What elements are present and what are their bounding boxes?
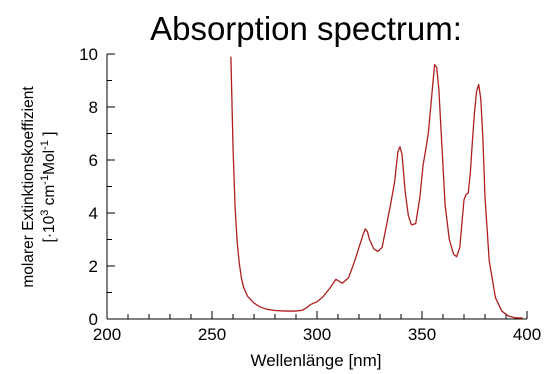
y-tick-label: 10 bbox=[79, 45, 98, 64]
x-tick-label: 350 bbox=[408, 325, 436, 344]
y-tick-group: 0 2 4 6 8 10 bbox=[79, 45, 115, 329]
x-tick-label: 250 bbox=[198, 325, 226, 344]
y-tick-label: 4 bbox=[89, 204, 98, 223]
x-axis-label: Wellenlänge [nm] bbox=[250, 351, 381, 370]
x-tick-label: 400 bbox=[513, 325, 541, 344]
absorbance-curve bbox=[230, 56, 523, 319]
plot-frame bbox=[106, 54, 527, 320]
y-tick-label: 0 bbox=[89, 310, 98, 329]
y-tick-label: 2 bbox=[89, 257, 98, 276]
chart-title: Absorption spectrum: bbox=[150, 10, 462, 47]
y-axis-label: molarer Extinktionskoeffizient [·103 cm-… bbox=[20, 86, 58, 288]
y-tick-label: 6 bbox=[89, 151, 98, 170]
y-axis-label-line2: [·103 cm-1Mol-1 ] bbox=[39, 132, 58, 243]
y-axis-label-line1: molarer Extinktionskoeffizient bbox=[20, 86, 37, 288]
x-tick-label: 300 bbox=[303, 325, 331, 344]
x-tick-group: 200 250 300 350 400 bbox=[93, 311, 541, 344]
y-tick-label: 8 bbox=[89, 98, 98, 117]
x-tick-label: 200 bbox=[93, 325, 121, 344]
